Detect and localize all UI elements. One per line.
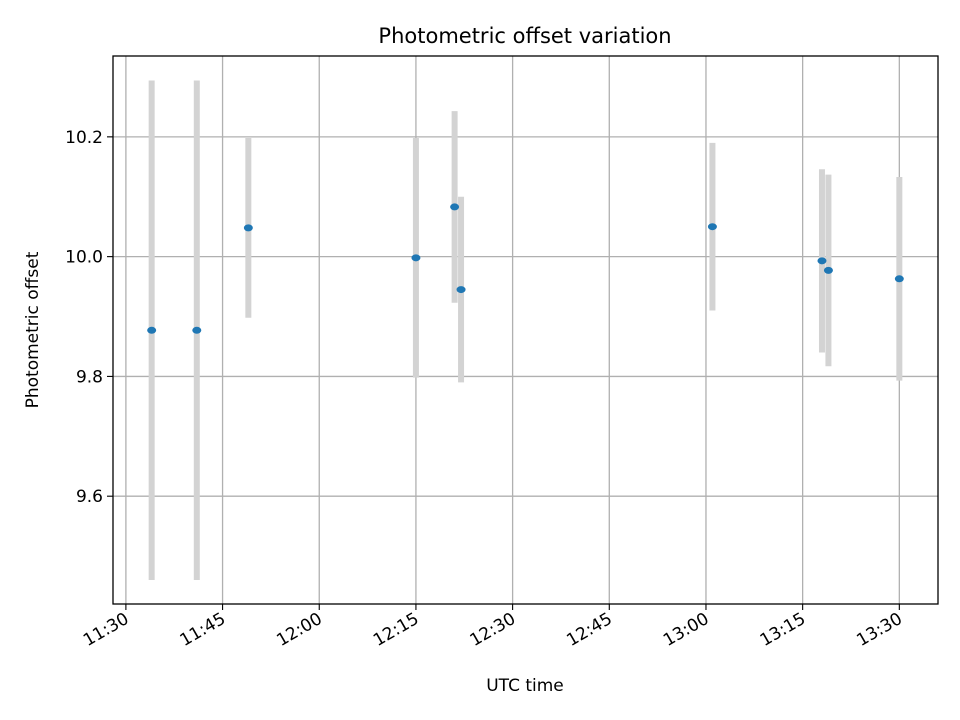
y-tick-label: 9.8 <box>76 367 103 387</box>
grid <box>113 56 938 604</box>
x-axis: 11:30 11:45 12:00 12:15 12:30 12:45 13:00 13:15… <box>80 604 906 651</box>
y-tick-label: 9.6 <box>76 487 103 507</box>
x-tick-label: 13:00 <box>660 609 712 651</box>
data-point <box>411 254 421 262</box>
x-tick-label: 12:00 <box>273 609 325 651</box>
y-tick-label: 10.2 <box>65 128 103 148</box>
error-bars <box>148 80 903 581</box>
x-axis-title: UTC time <box>486 676 564 696</box>
plot-area-frame <box>112 55 939 605</box>
x-tick-label: 12:15 <box>370 609 422 651</box>
x-tick-label: 12:30 <box>467 609 519 651</box>
y-axis-title: Photometric offset <box>23 251 43 408</box>
y-axis: 9.6 9.8 10.0 10.2 <box>65 128 113 507</box>
data-point <box>450 203 460 211</box>
data-point <box>243 224 253 232</box>
x-tick-label: 11:30 <box>80 609 132 651</box>
data-point <box>147 326 157 334</box>
y-tick-label: 10.0 <box>65 248 103 268</box>
x-tick-label: 12:45 <box>563 609 615 651</box>
data-point <box>456 286 466 294</box>
x-tick-label: 13:15 <box>757 609 809 651</box>
chart-title: Photometric offset variation <box>378 24 671 48</box>
data-point <box>707 223 717 231</box>
data-points <box>147 203 904 334</box>
data-point <box>823 266 833 274</box>
data-point <box>817 257 827 265</box>
x-tick-label: 13:30 <box>853 609 905 651</box>
x-tick-label: 11:45 <box>177 609 229 651</box>
data-point <box>894 275 904 283</box>
data-point <box>192 326 202 334</box>
